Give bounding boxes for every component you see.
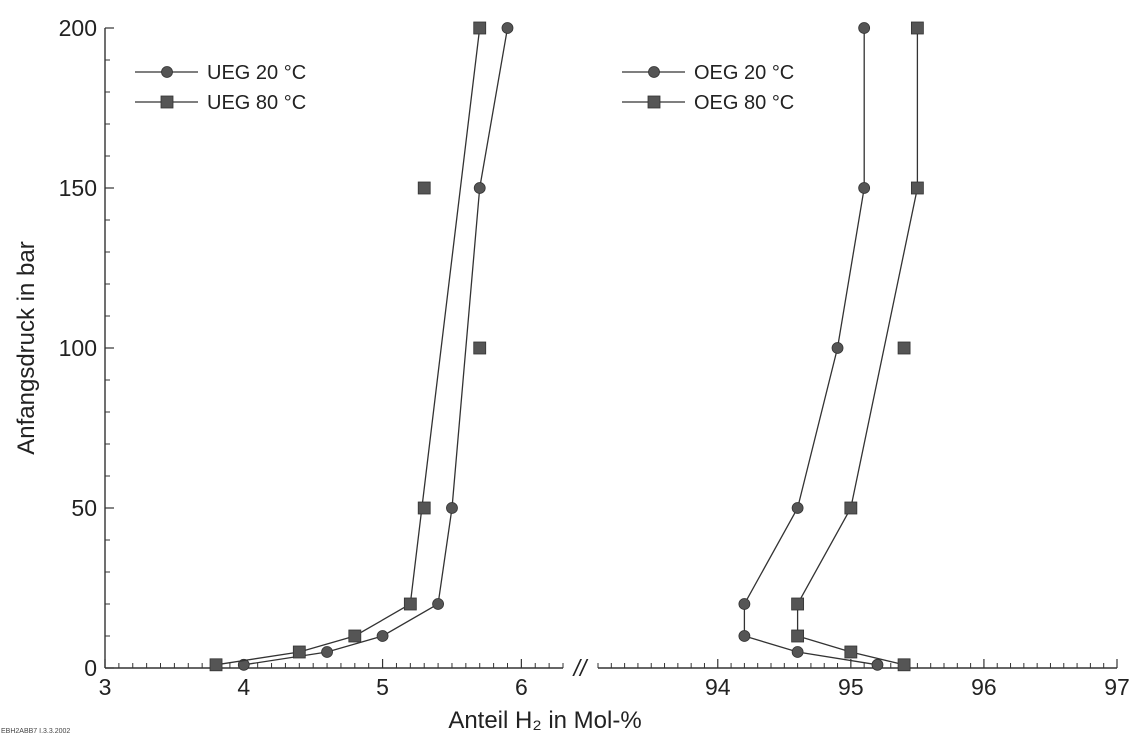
data-point [858,22,871,34]
data-point [473,21,487,35]
data-point [897,341,911,355]
legend-marker [647,95,661,109]
data-point [897,658,911,672]
data-point [791,629,805,643]
axes: // 0 50 100 150 200 3 4 5 6 94 95 96 97 [59,15,1130,700]
legend-right: OEG 20 °C OEG 80 °C [622,62,794,114]
legend-marker [160,95,174,109]
series-1 [209,21,487,672]
y-tick-label: 150 [59,175,97,201]
data-point [844,501,858,515]
series-layer [209,21,924,672]
legend-left: UEG 20 °C UEG 80 °C [135,62,306,114]
data-point [473,182,486,194]
x-tick-label: 94 [705,674,731,700]
legend-layer: UEG 20 °C UEG 80 °C OEG 20 °C OEG 80 °C [135,62,794,114]
data-point [403,597,417,611]
x-axis-title: Anteil H₂ in Mol-% [448,707,641,734]
x-tick-label: 6 [515,674,528,700]
data-point [417,501,431,515]
legend-label: UEG 80 °C [207,92,306,114]
data-point [738,630,751,642]
data-point [844,645,858,659]
data-point [501,22,514,34]
y-tick-label: 50 [71,495,97,521]
x-axis-break-mark: // [572,655,589,681]
data-point [209,658,223,672]
data-point [321,646,333,658]
data-point [738,598,751,610]
data-point [292,645,306,659]
data-point [791,646,804,658]
y-tick-label: 200 [59,15,97,41]
x-tick-label: 96 [971,674,997,700]
x-tick-label: 4 [237,674,250,700]
x-tick-label: 5 [376,674,389,700]
data-point [237,658,250,671]
data-point [446,502,458,514]
series-0 [237,22,514,671]
x-tick-label: 97 [1104,674,1130,700]
series-3 [791,21,924,672]
series-line [215,27,481,666]
data-point [417,181,431,195]
x-tick-label: 3 [99,674,112,700]
data-point [910,21,924,35]
legend-marker [161,66,173,78]
x-tick-label: 95 [838,674,864,700]
legend-label: OEG 80 °C [694,92,794,114]
data-point [791,502,804,514]
data-point [473,341,487,355]
data-point [858,182,871,194]
data-point [432,598,444,610]
data-point [871,658,884,671]
legend-marker [648,66,660,78]
series-2 [738,22,884,671]
legend-label: UEG 20 °C [207,62,306,84]
data-point [791,597,805,611]
series-line [743,28,878,666]
data-point [831,342,844,354]
y-tick-label: 100 [59,335,97,361]
stamp-label: EBH2ABB7 I.3.3.2002 [1,728,70,735]
legend-label: OEG 20 °C [694,62,794,84]
data-point [376,630,389,642]
data-point [910,181,924,195]
y-axis-title: Anfangsdruck in bar [13,241,40,454]
y-tick-label: 0 [84,655,97,681]
data-point [348,629,362,643]
